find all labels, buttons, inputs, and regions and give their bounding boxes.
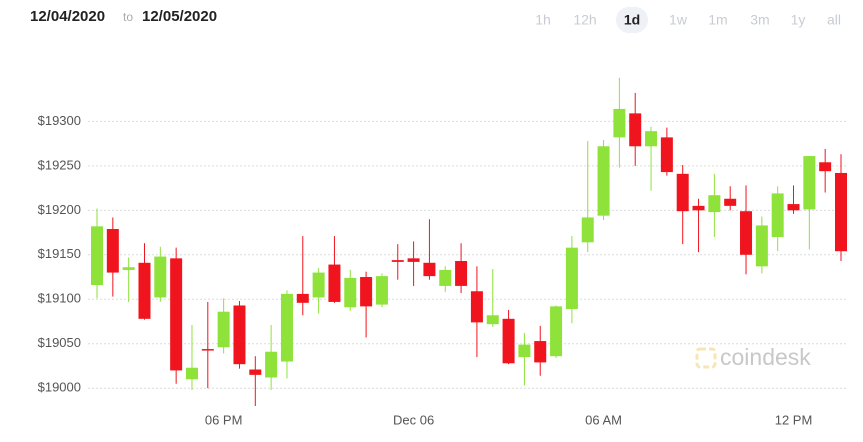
candle-body [185,367,198,380]
candle-body [645,131,658,147]
y-tick-label: $19250 [38,157,81,172]
candle-body [296,293,309,303]
y-tick-label: $19300 [38,113,81,128]
candle-body [217,311,230,348]
candle-body [280,293,293,362]
candle-body [708,195,721,213]
candle-body [154,256,167,298]
x-tick-label: 06 AM [585,412,622,427]
candle-body [676,173,689,212]
y-tick-label: $19000 [38,380,81,395]
x-tick-label: Dec 06 [393,412,434,427]
candle-body [170,258,183,371]
candle-body [565,247,578,310]
candle-body [581,217,594,243]
candle-body [407,258,420,262]
range-button[interactable]: 1m [708,12,727,28]
range-button[interactable]: 1w [669,12,688,28]
candle-body [629,113,642,147]
candle-body [344,277,357,308]
candle-body [502,318,515,364]
candle-body [692,205,705,211]
candle-body [455,261,468,286]
candle-body [360,277,373,307]
candle-body [201,349,214,351]
candle-body [486,315,499,325]
range-button[interactable]: 3m [750,12,769,28]
y-tick-label: $19150 [38,246,81,261]
candle-body [106,228,119,273]
range-active-bg [616,7,648,33]
candle-body [423,262,436,277]
candle-body [660,137,673,173]
candle-body [740,211,753,255]
candle-body [265,351,278,378]
range-button[interactable]: 1h [535,12,551,28]
candle-body [787,204,800,211]
candle-body [391,260,404,262]
candle-body [518,344,531,358]
range-button[interactable]: 1d [624,12,640,28]
candle-body [470,291,483,323]
date-separator: to [123,10,133,24]
candle-body [91,226,103,286]
candle-body [233,305,246,365]
candle-body [597,146,610,216]
candle-body [803,156,816,210]
range-button[interactable]: 1y [791,12,806,28]
candle-body [534,341,547,363]
x-tick-label: 06 PM [205,412,243,427]
y-tick-label: $19100 [38,291,81,306]
date-from: 12/04/2020 [30,8,105,25]
y-tick-label: $19200 [38,202,81,217]
candle-body [122,267,135,270]
x-tick-label: 12 PM [775,412,813,427]
candle-body [835,172,847,252]
candle-body [613,108,626,138]
candle-body [550,306,563,357]
date-to: 12/05/2020 [142,8,217,25]
range-button[interactable]: all [827,12,841,28]
candle-body [138,262,151,319]
coindesk-logo [695,347,717,369]
candle-body [755,225,768,267]
y-tick-label: $19050 [38,335,81,350]
candle-body [771,193,784,237]
candle-body [312,272,325,298]
candle-body [724,198,737,206]
watermark: coindesk [720,344,811,370]
candle-body [439,269,452,286]
candle-body [328,264,341,302]
candle-body [375,276,388,305]
candle-body [819,162,832,172]
candle-body [249,369,262,375]
range-button[interactable]: 12h [573,12,596,28]
